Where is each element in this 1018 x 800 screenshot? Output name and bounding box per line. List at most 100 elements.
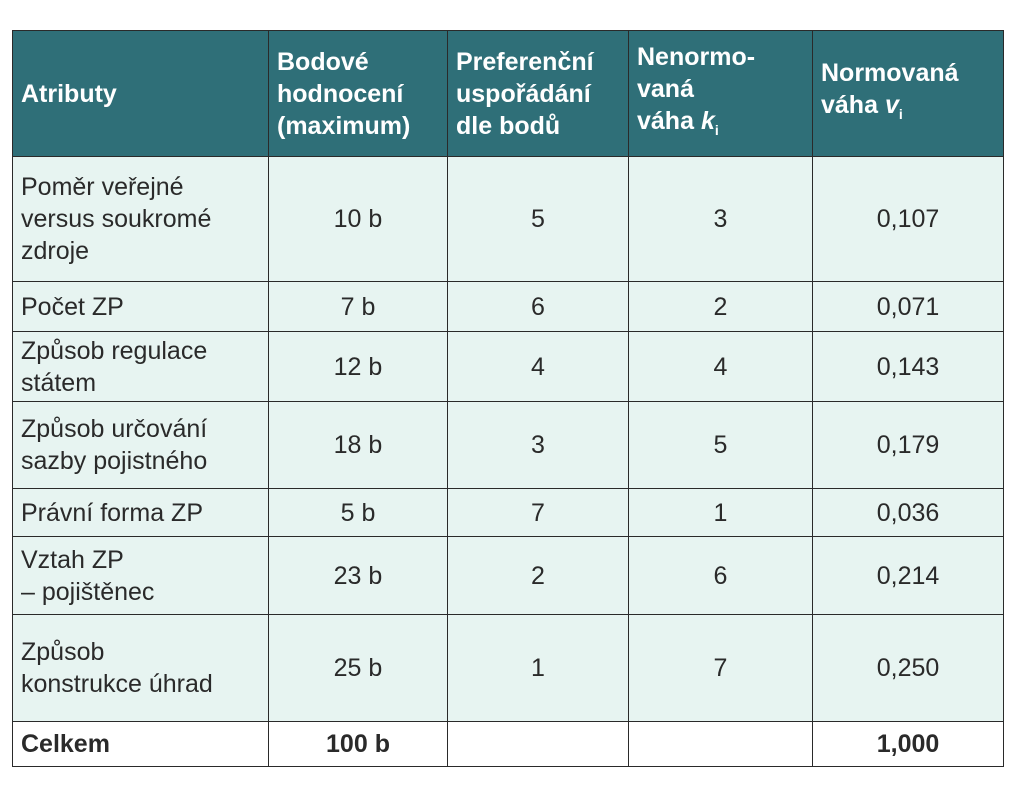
header-row: Atributy Bodové hodnocení (maximum) Preferen… <box>12 30 1004 157</box>
value-cell: 6 <box>447 281 629 332</box>
value-cell: 4 <box>447 331 629 402</box>
table-row: Počet ZP 7 b 6 2 0,071 <box>12 281 1004 332</box>
header-text: Atributy <box>21 79 117 108</box>
attribute-text: Způsob regulace <box>21 336 208 365</box>
cell-text: 2 <box>531 561 545 590</box>
attribute-cell: Počet ZP <box>12 281 269 332</box>
value-cell: 3 <box>447 401 629 489</box>
value-cell: 3 <box>628 156 813 282</box>
value-cell: 5 <box>447 156 629 282</box>
header-text: Bodové <box>277 47 369 76</box>
total-cell: 1,000 <box>812 721 1004 767</box>
attribute-cell: Právní forma ZP <box>12 488 269 537</box>
total-text: 1,000 <box>876 730 940 758</box>
value-cell: 0,143 <box>812 331 1004 402</box>
table-row: Způsob určování sazby pojistného 18 b 3 5 0,1… <box>12 401 1004 489</box>
header-text: dle bodů <box>456 111 561 140</box>
attribute-text: Způsob určování <box>21 415 208 443</box>
cell-text: 0,036 <box>876 498 940 527</box>
attribute-text: sazby pojistného <box>21 447 208 475</box>
cell-text: 4 <box>531 352 545 381</box>
total-row: Celkem 100 b 1,000 <box>12 721 1004 767</box>
cell-text: 7 b <box>340 292 376 321</box>
cell-text: 0,179 <box>876 431 940 459</box>
attribute-text: zdroje <box>21 237 90 265</box>
header-cell: Atributy <box>12 30 269 157</box>
value-cell: 2 <box>447 536 629 615</box>
attribute-text: státem <box>21 368 97 397</box>
attribute-text: Právní forma ZP <box>21 498 203 527</box>
attribute-cell: Vztah ZP – pojištěnec <box>12 536 269 615</box>
cell-text: 25 b <box>333 654 383 682</box>
value-cell: 6 <box>628 536 813 615</box>
header-variable: k <box>700 107 715 135</box>
table-body: Poměr veřejné versus soukromé zdroje 10 b 5 3… <box>12 156 1004 767</box>
cell-text: 1 <box>531 654 545 682</box>
value-cell: 0,036 <box>812 488 1004 537</box>
cell-text: 0,143 <box>876 352 940 381</box>
cell-text: 12 b <box>333 352 383 381</box>
value-cell: 5 <box>628 401 813 489</box>
value-cell: 7 <box>628 614 813 722</box>
table-row: Poměr veřejné versus soukromé zdroje 10 b 5 3… <box>12 156 1004 282</box>
total-text: 100 b <box>326 730 390 758</box>
value-cell: 7 <box>447 488 629 537</box>
cell-text: 0,107 <box>876 205 940 233</box>
attribute-text: versus soukromé <box>21 205 212 233</box>
header-text: Normovaná <box>821 59 959 87</box>
cell-text: 23 b <box>333 561 383 590</box>
value-cell: 25 b <box>268 614 448 722</box>
value-cell: 18 b <box>268 401 448 489</box>
value-cell: 10 b <box>268 156 448 282</box>
header-cell: Preferenční uspořádání dle bodů <box>447 30 629 157</box>
cell-text: 6 <box>531 292 545 321</box>
total-cell <box>628 721 813 767</box>
cell-text: 2 <box>713 292 728 321</box>
cell-text: 3 <box>713 205 728 233</box>
cell-text: 0,250 <box>876 654 940 682</box>
value-cell: 0,179 <box>812 401 1004 489</box>
header-text: váha <box>637 107 694 135</box>
cell-text: 0,071 <box>876 292 940 321</box>
cell-text: 1 <box>713 498 728 527</box>
header-subscript: i <box>714 122 719 138</box>
header-subscript: i <box>898 106 903 122</box>
table-row: Právní forma ZP 5 b 7 1 0,036 <box>12 488 1004 537</box>
header-text: hodnocení <box>277 79 404 108</box>
value-cell: 12 b <box>268 331 448 402</box>
total-cell: Celkem <box>12 721 269 767</box>
table-row: Způsob regulace státem 12 b 4 4 0,143 <box>12 331 1004 402</box>
value-cell: 0,107 <box>812 156 1004 282</box>
header-text: uspořádání <box>456 79 591 108</box>
cell-text: 5 <box>531 205 545 233</box>
value-cell: 1 <box>628 488 813 537</box>
header-text: vaná <box>637 75 694 103</box>
cell-text: 10 b <box>333 205 383 233</box>
attribute-text: Poměr veřejné <box>21 173 184 201</box>
value-cell: 1 <box>447 614 629 722</box>
attribute-text: Počet ZP <box>21 292 124 321</box>
table-row: Vztah ZP – pojištěnec 23 b 2 6 0,214 <box>12 536 1004 615</box>
value-cell: 0,214 <box>812 536 1004 615</box>
cell-text: 6 <box>713 561 728 590</box>
value-cell: 2 <box>628 281 813 332</box>
header-text: Preferenční <box>456 47 594 76</box>
total-text: Celkem <box>21 730 110 758</box>
header-text: (maximum) <box>277 111 411 140</box>
attribute-cell: Poměr veřejné versus soukromé zdroje <box>12 156 269 282</box>
attribute-text: Způsob <box>21 638 105 666</box>
attribute-cell: Způsob konstrukce úhrad <box>12 614 269 722</box>
cell-text: 0,214 <box>876 561 940 590</box>
value-cell: 0,071 <box>812 281 1004 332</box>
cell-text: 4 <box>713 352 728 381</box>
attribute-cell: Způsob regulace státem <box>12 331 269 402</box>
cell-text: 5 <box>713 431 728 459</box>
attribute-text: Vztah ZP <box>21 545 124 574</box>
cell-text: 7 <box>713 654 728 682</box>
attribute-cell: Způsob určování sazby pojistného <box>12 401 269 489</box>
header-variable: v <box>884 91 899 119</box>
value-cell: 0,250 <box>812 614 1004 722</box>
cell-text: 3 <box>531 431 545 459</box>
cell-text: 7 <box>531 498 545 527</box>
